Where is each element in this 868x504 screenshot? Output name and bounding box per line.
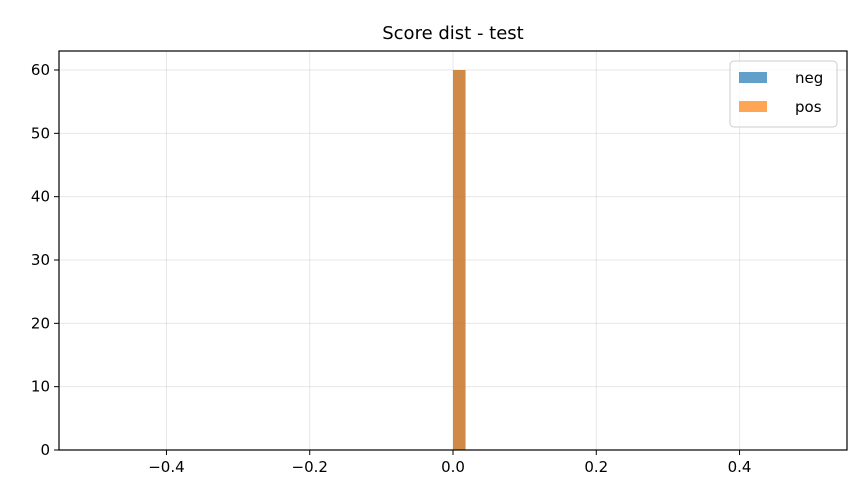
y-tick-label: 0: [40, 441, 50, 459]
y-tick-label: 10: [31, 378, 50, 396]
legend-swatch-pos: [739, 101, 767, 112]
legend-label-pos: pos: [795, 98, 822, 116]
y-tick-label: 60: [31, 61, 50, 79]
chart-title: Score dist - test: [382, 23, 524, 44]
x-tick-label: 0.0: [441, 458, 465, 476]
y-tick-label: 40: [31, 188, 50, 206]
legend-label-neg: neg: [795, 69, 823, 87]
y-tick-label: 20: [31, 314, 50, 332]
axes: −0.4 −0.2 0.0 0.2 0.4 0 10 20 30 40 50 60: [31, 61, 752, 476]
x-tick-label: 0.2: [584, 458, 608, 476]
bar-pos: [453, 70, 466, 450]
x-tick-label: −0.4: [148, 458, 184, 476]
y-tick-label: 50: [31, 124, 50, 142]
legend-swatch-neg: [739, 72, 767, 83]
y-tick-label: 30: [31, 251, 50, 269]
x-tick-label: 0.4: [728, 458, 752, 476]
legend: neg pos: [729, 60, 838, 128]
x-tick-label: −0.2: [292, 458, 328, 476]
histogram-bars: [453, 70, 466, 450]
